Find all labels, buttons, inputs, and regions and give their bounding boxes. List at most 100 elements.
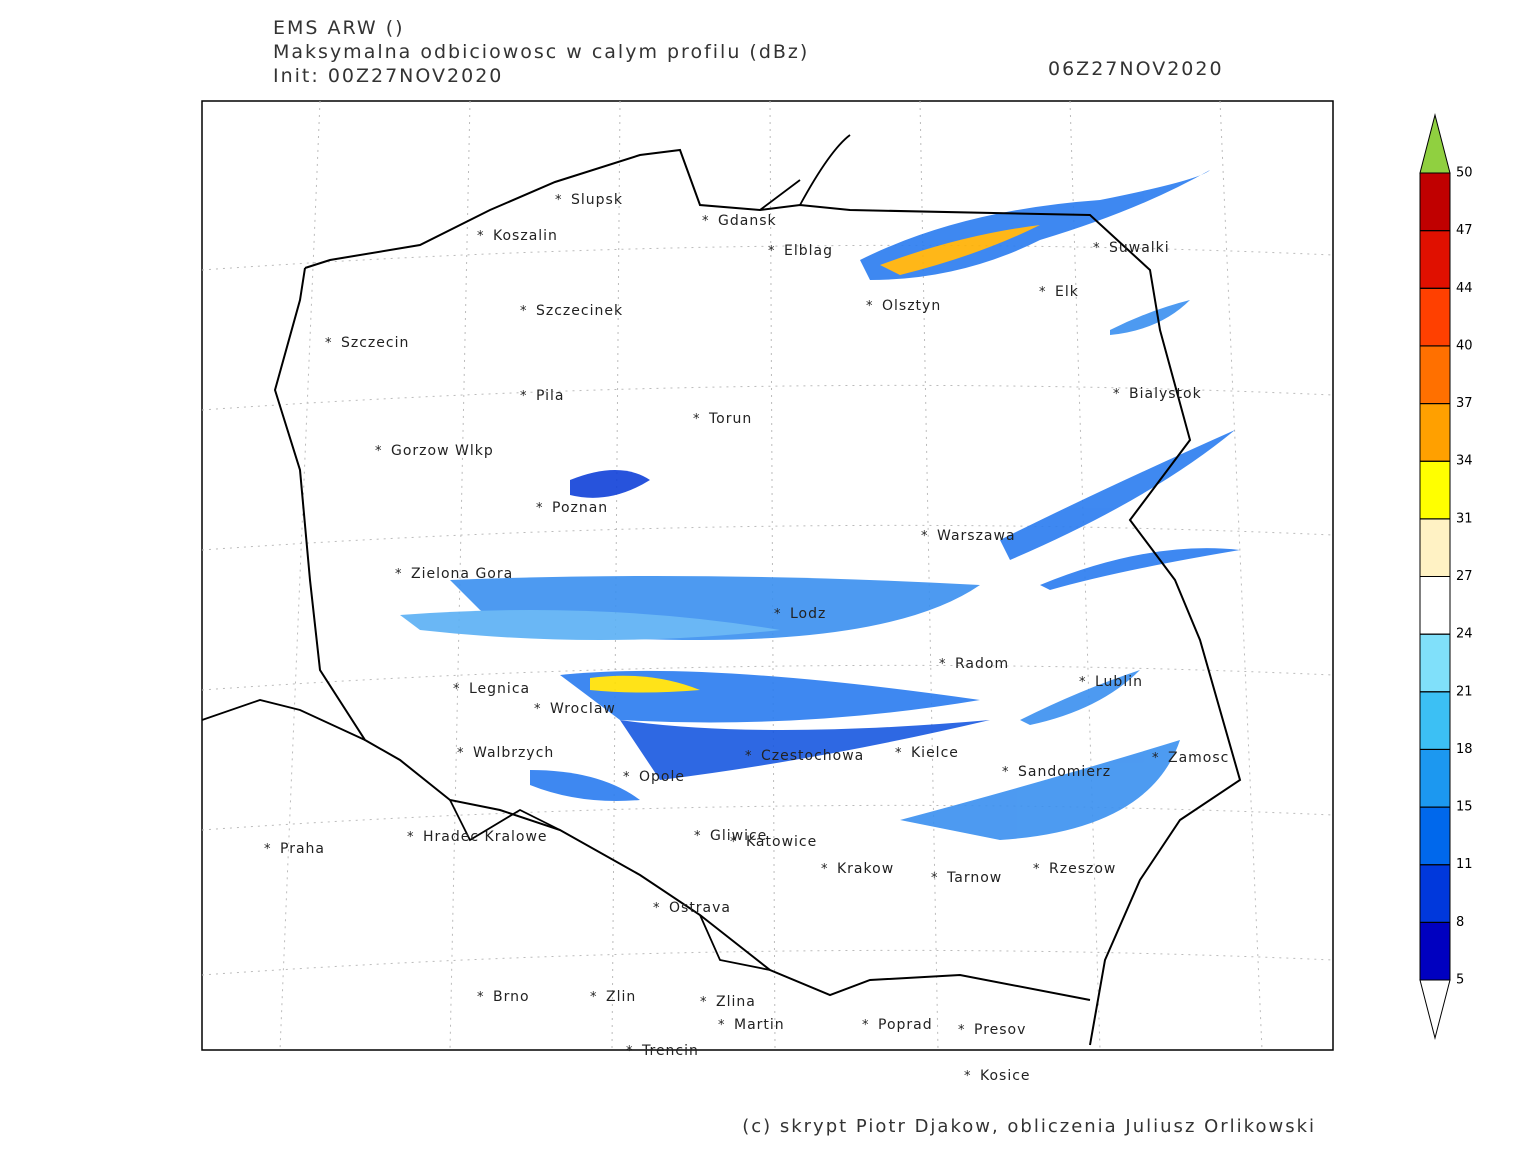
city-marker: * bbox=[1033, 862, 1041, 877]
city-marker: * bbox=[1002, 765, 1010, 780]
city-label: Katowice bbox=[746, 834, 817, 850]
city-marker: * bbox=[457, 746, 465, 761]
city-marker: * bbox=[1093, 241, 1101, 256]
city-label: Gliwice bbox=[710, 828, 767, 844]
city-label: Martin bbox=[734, 1017, 785, 1033]
city-label: Koszalin bbox=[493, 228, 558, 244]
colorbar-label: 40 bbox=[1456, 338, 1473, 353]
city-marker: * bbox=[921, 529, 929, 544]
city-label: Zielona Gora bbox=[411, 566, 513, 582]
city-marker: * bbox=[477, 229, 485, 244]
city-label: Brno bbox=[493, 989, 530, 1005]
colorbar-segment bbox=[1419, 345, 1451, 405]
city-marker: * bbox=[395, 567, 403, 582]
city-marker: * bbox=[895, 746, 903, 761]
city-marker: * bbox=[325, 336, 333, 351]
city-label: Poprad bbox=[878, 1017, 933, 1033]
city-marker: * bbox=[555, 193, 563, 208]
coastline bbox=[759, 134, 851, 211]
city-label: Elk bbox=[1055, 284, 1079, 300]
city-label: Walbrzych bbox=[473, 745, 554, 761]
city-marker: * bbox=[693, 412, 701, 427]
city-label: Kosice bbox=[980, 1068, 1031, 1084]
colorbar-segment bbox=[1419, 864, 1451, 923]
city-marker: * bbox=[694, 829, 702, 844]
city-label: Zlina bbox=[716, 994, 756, 1010]
city-marker: * bbox=[958, 1023, 966, 1038]
city-label: Kielce bbox=[911, 745, 959, 761]
precipitation bbox=[400, 170, 1240, 840]
colorbar-label: 18 bbox=[1456, 742, 1473, 757]
city-marker: * bbox=[862, 1018, 870, 1033]
city-marker: * bbox=[866, 299, 874, 314]
colorbar-label: 27 bbox=[1456, 569, 1473, 584]
colorbar-label: 47 bbox=[1456, 223, 1473, 238]
city-label: Wroclaw bbox=[550, 701, 616, 717]
colorbar-label: 21 bbox=[1456, 684, 1473, 699]
city-label: Sandomierz bbox=[1018, 764, 1111, 780]
city-marker: * bbox=[520, 304, 528, 319]
city-marker: * bbox=[626, 1044, 634, 1059]
city-marker: * bbox=[931, 871, 939, 886]
colorbar-segment bbox=[1419, 576, 1451, 635]
colorbar-label: 15 bbox=[1456, 800, 1473, 815]
city-label: Opole bbox=[639, 769, 685, 785]
city-label: Czestochowa bbox=[761, 748, 864, 764]
city-marker: * bbox=[964, 1069, 972, 1084]
city-label: Gdansk bbox=[718, 213, 777, 229]
valid-time: 06Z27NOV2020 bbox=[1048, 58, 1224, 80]
city-label: Ostrava bbox=[669, 900, 731, 916]
city-label: Lublin bbox=[1095, 674, 1143, 690]
colorbar-segment bbox=[1419, 460, 1451, 520]
city-marker: * bbox=[700, 995, 708, 1010]
city-label: Praha bbox=[280, 841, 325, 857]
graticule bbox=[201, 100, 1334, 1051]
city-label: Olsztyn bbox=[882, 298, 941, 314]
city-label: Szczecin bbox=[341, 335, 409, 351]
city-marker: * bbox=[702, 214, 710, 229]
city-marker: * bbox=[1039, 285, 1047, 300]
city-label: Krakow bbox=[837, 861, 894, 877]
colorbar-segment bbox=[1419, 748, 1451, 808]
city-labels: * Slupsk * Koszalin * Gdansk * Elblag * Suwalki * O… bbox=[264, 192, 1228, 1084]
colorbar-segment bbox=[1419, 518, 1451, 577]
city-marker: * bbox=[718, 1018, 726, 1033]
city-marker: * bbox=[730, 835, 738, 850]
city-label: Legnica bbox=[469, 681, 530, 697]
init-time: Init: 00Z27NOV2020 bbox=[273, 65, 503, 87]
city-marker: * bbox=[264, 842, 272, 857]
city-label: Hradec Kralowe bbox=[423, 829, 548, 845]
colorbar-segment bbox=[1419, 230, 1451, 289]
colorbar-label: 50 bbox=[1456, 166, 1473, 181]
city-marker: * bbox=[534, 702, 542, 717]
city-marker: * bbox=[745, 749, 753, 764]
city-label: Presov bbox=[974, 1022, 1026, 1038]
colorbar-label: 5 bbox=[1456, 973, 1464, 988]
city-marker: * bbox=[768, 244, 776, 259]
city-marker: * bbox=[939, 657, 947, 672]
colorbar-segment bbox=[1419, 806, 1451, 866]
city-label: Gorzow Wlkp bbox=[391, 443, 494, 459]
city-marker: * bbox=[520, 389, 528, 404]
city-marker: * bbox=[821, 862, 829, 877]
colorbar-label: 24 bbox=[1456, 627, 1473, 642]
city-label: Tarnow bbox=[946, 870, 1002, 886]
city-marker: * bbox=[1113, 387, 1121, 402]
city-label: Poznan bbox=[552, 500, 608, 516]
city-label: Warszawa bbox=[937, 528, 1016, 544]
colorbar-label: 37 bbox=[1456, 396, 1473, 411]
city-marker: * bbox=[1079, 675, 1087, 690]
colorbar-segment bbox=[1419, 633, 1451, 693]
colorbar-label: 11 bbox=[1456, 857, 1473, 872]
map-frame bbox=[201, 100, 1334, 1051]
city-label: Trencin bbox=[641, 1043, 699, 1059]
city-marker: * bbox=[477, 990, 485, 1005]
city-marker: * bbox=[590, 990, 598, 1005]
border bbox=[201, 699, 771, 971]
city-marker: * bbox=[407, 830, 415, 845]
model-title: EMS ARW () bbox=[273, 17, 405, 39]
map-area bbox=[201, 100, 1334, 1051]
city-label: Rzeszow bbox=[1049, 861, 1116, 877]
colorbar-segment bbox=[1419, 287, 1451, 347]
